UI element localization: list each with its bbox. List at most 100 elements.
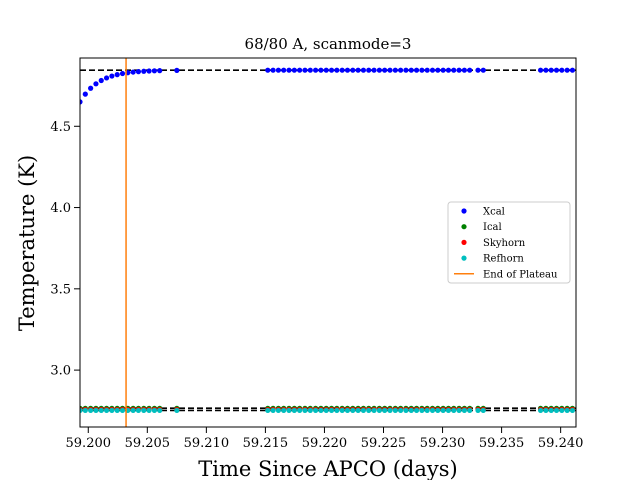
xcal-point xyxy=(302,67,308,73)
xcal-point xyxy=(114,72,120,78)
legend-box xyxy=(447,201,571,284)
xcal-point xyxy=(130,69,136,75)
x-tick-label: 59.235 xyxy=(479,436,525,451)
refhorn-point xyxy=(146,407,152,414)
plot-area xyxy=(80,58,576,427)
refhorn-point xyxy=(480,407,486,414)
xcal-point xyxy=(440,67,446,73)
y-tick-label: 3.0 xyxy=(50,364,71,379)
xcal-point xyxy=(313,67,319,73)
xcal-point xyxy=(424,67,430,73)
refhorn-point xyxy=(355,407,361,414)
xcal-point xyxy=(318,67,324,73)
legend-marker-refhorn xyxy=(461,255,467,261)
legend-marker-skyhorn xyxy=(461,239,467,245)
refhorn-point xyxy=(419,407,425,414)
refhorn-point xyxy=(307,407,313,414)
axes-frame xyxy=(79,57,577,428)
xcal-point xyxy=(564,67,570,73)
xcal-point xyxy=(297,67,303,73)
y-tick-label: 4.5 xyxy=(50,120,71,135)
refhorn-point xyxy=(366,407,372,414)
xcal-point xyxy=(537,67,544,73)
refhorn-point xyxy=(344,407,351,414)
refhorn-point xyxy=(350,407,356,414)
refhorn-point xyxy=(275,407,281,414)
legend-marker-ical xyxy=(461,224,467,230)
xcal-point xyxy=(275,67,281,73)
refhorn-point xyxy=(339,407,345,414)
refhorn-point xyxy=(297,407,303,414)
xcal-point xyxy=(307,67,313,73)
y-tick-label: 3.5 xyxy=(50,282,71,297)
xcal-point xyxy=(392,67,398,73)
y-tick-label: 4.0 xyxy=(50,201,71,216)
refhorn-point xyxy=(103,407,110,414)
xcal-point xyxy=(445,67,452,73)
refhorn-point xyxy=(371,407,377,414)
xcal-point xyxy=(93,81,99,87)
refhorn-point xyxy=(435,407,441,414)
xcal-point xyxy=(291,67,297,73)
xcal-point xyxy=(451,67,457,73)
xcal-point xyxy=(286,67,292,73)
refhorn-point xyxy=(451,407,457,414)
xcal-point xyxy=(360,67,367,73)
xcal-point xyxy=(157,68,163,74)
refhorn-point xyxy=(461,407,467,414)
xcal-point xyxy=(109,73,115,79)
refhorn-point xyxy=(543,407,549,414)
refhorn-point xyxy=(403,407,409,414)
refhorn-point xyxy=(302,407,308,414)
refhorn-point xyxy=(323,407,329,414)
xcal-point xyxy=(98,77,104,84)
refhorn-point xyxy=(93,407,99,414)
xcal-point xyxy=(328,67,335,73)
refhorn-point xyxy=(413,407,420,414)
xcal-point xyxy=(382,67,388,73)
refhorn-point xyxy=(174,407,180,414)
xcal-point xyxy=(435,67,441,73)
refhorn-point xyxy=(88,407,94,414)
refhorn-point xyxy=(98,407,104,414)
axes: 59.200 59.205 59.210 59.215 59.220 59.225 59.2… xyxy=(50,57,583,451)
legend-label-skyhorn: Skyhorn xyxy=(483,238,526,249)
xcal-point xyxy=(350,67,356,73)
xcal-point xyxy=(135,69,142,75)
refhorn-point xyxy=(429,407,436,414)
refhorn-point xyxy=(467,407,473,414)
x-tick-label: 59.230 xyxy=(420,436,466,451)
refhorn-point xyxy=(408,407,414,414)
refhorn-point xyxy=(334,407,340,414)
xcal-point xyxy=(88,85,94,91)
refhorn-point xyxy=(114,407,120,414)
xcal-point xyxy=(467,67,473,73)
refhorn-point xyxy=(318,407,324,414)
refhorn-point xyxy=(537,407,544,414)
xcal-point xyxy=(376,67,382,73)
legend-marker-xcal xyxy=(461,208,467,214)
xcal-point xyxy=(553,67,560,73)
xcal-point xyxy=(151,68,157,74)
refhorn-point xyxy=(564,407,570,414)
xcal-point xyxy=(141,68,147,74)
xcal-point xyxy=(543,67,549,73)
xcal-point xyxy=(82,91,88,97)
xcal-point xyxy=(334,67,340,73)
x-tick-label: 59.220 xyxy=(302,436,348,451)
refhorn-point xyxy=(281,407,287,414)
xcal-point xyxy=(475,67,481,73)
refhorn-point xyxy=(130,407,136,414)
chart-title: 68/80 A, scanmode=3 xyxy=(245,35,412,53)
xcal-point xyxy=(281,67,287,73)
refhorn-point xyxy=(445,407,452,414)
refhorn-point xyxy=(80,407,83,414)
refhorn-point xyxy=(313,407,319,414)
refhorn-point xyxy=(265,407,271,414)
xcal-point xyxy=(480,67,486,73)
legend-label-end-of-plateau: End of Plateau xyxy=(483,269,558,280)
xcal-point xyxy=(559,67,565,73)
x-tick-label: 59.205 xyxy=(125,436,171,451)
legend-label-ical: Ical xyxy=(483,222,502,233)
xcal-point xyxy=(429,67,436,73)
